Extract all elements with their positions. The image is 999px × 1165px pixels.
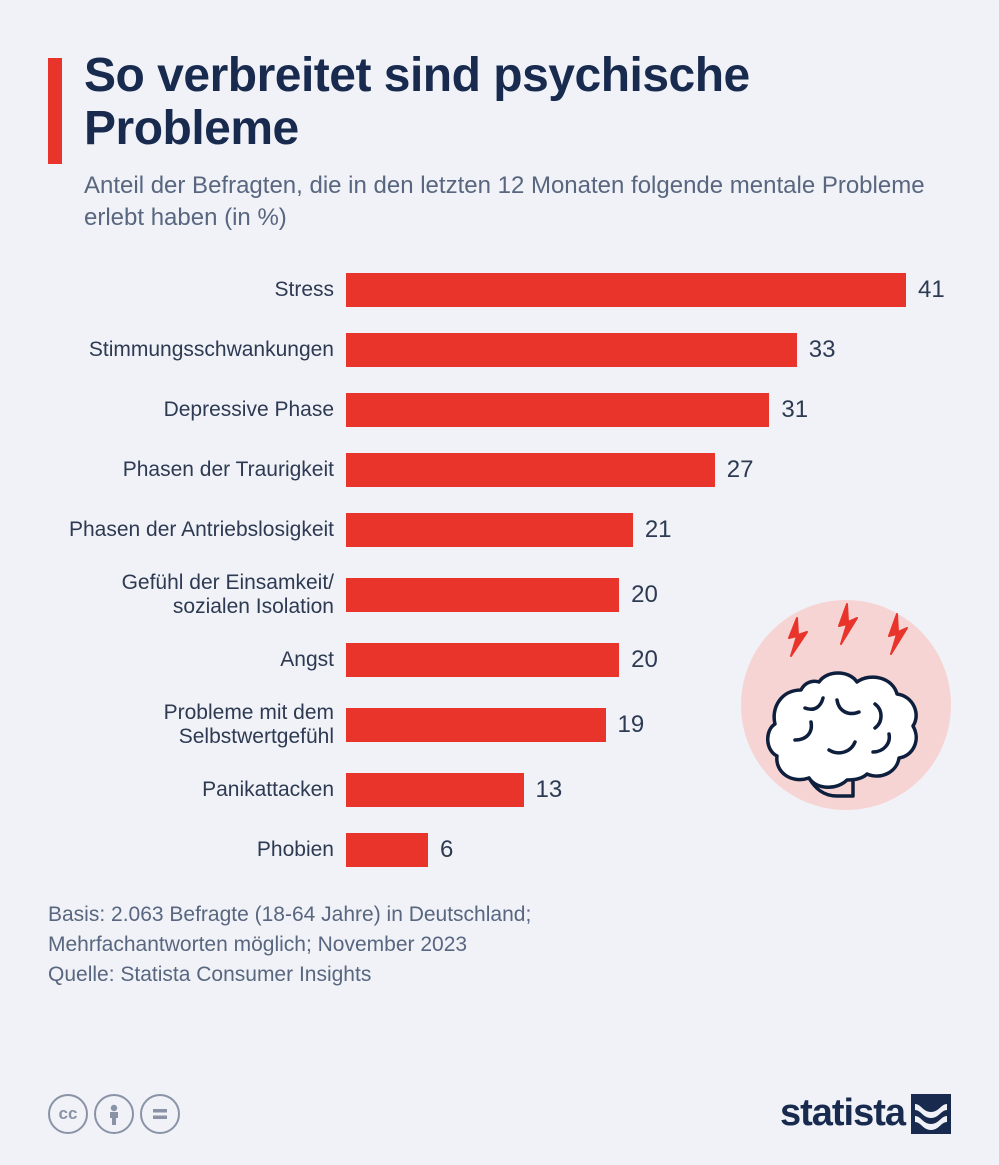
bar-row: Phasen der Antriebslosigkeit 21 <box>48 510 951 550</box>
bar <box>346 273 906 307</box>
bar <box>346 393 769 427</box>
bar-value: 6 <box>440 836 453 864</box>
bar-value: 33 <box>809 336 836 364</box>
license-icons: cc <box>48 1094 180 1134</box>
by-icon <box>94 1094 134 1134</box>
nd-icon <box>140 1094 180 1134</box>
bar-value: 20 <box>631 646 658 674</box>
bar-label: Angst <box>48 648 346 672</box>
bar <box>346 513 633 547</box>
bar <box>346 708 606 742</box>
bar <box>346 773 524 807</box>
bar-value: 27 <box>727 456 754 484</box>
bar <box>346 833 428 867</box>
logo-mark-icon <box>911 1094 951 1134</box>
bar-label: Depressive Phase <box>48 398 346 422</box>
titles: So verbreitet sind psychische Probleme A… <box>84 50 951 234</box>
header: So verbreitet sind psychische Probleme A… <box>48 50 951 234</box>
brain-icon <box>741 600 951 810</box>
bar-row: Depressive Phase 31 <box>48 390 951 430</box>
bar-area: 6 <box>346 830 951 870</box>
cc-icon: cc <box>48 1094 88 1134</box>
bar-row: Stress 41 <box>48 270 951 310</box>
chart-subtitle: Anteil der Befragten, die in den letzten… <box>84 170 951 235</box>
bar-row: Phobien 6 <box>48 830 951 870</box>
statista-logo: statista <box>780 1092 951 1135</box>
bar-area: 31 <box>346 390 951 430</box>
bar-label: Panikattacken <box>48 778 346 802</box>
bar-chart: Stress 41 Stimmungsschwankungen 33 Depressiv… <box>48 270 951 870</box>
logo-text: statista <box>780 1092 905 1135</box>
bar-label: Probleme mit dem Selbstwertgefühl <box>48 701 346 749</box>
brain-illustration <box>741 600 951 810</box>
bar-value: 20 <box>631 581 658 609</box>
footer: cc statista <box>48 1092 951 1135</box>
bar-row: Stimmungsschwankungen 33 <box>48 330 951 370</box>
bar-label: Stress <box>48 278 346 302</box>
bar-value: 31 <box>781 396 808 424</box>
bar-value: 21 <box>645 516 672 544</box>
footnote: Basis: 2.063 Befragte (18-64 Jahre) in D… <box>48 900 951 959</box>
bar <box>346 333 797 367</box>
bar-label: Phasen der Traurigkeit <box>48 458 346 482</box>
accent-bar <box>48 58 62 164</box>
bar-label: Phobien <box>48 838 346 862</box>
bar-label: Gefühl der Einsamkeit/ sozialen Isolatio… <box>48 571 346 619</box>
bar <box>346 578 619 612</box>
bar-area: 21 <box>346 510 951 550</box>
source: Quelle: Statista Consumer Insights <box>48 963 951 987</box>
bar-area: 41 <box>346 270 951 310</box>
bar-area: 33 <box>346 330 951 370</box>
bar <box>346 643 619 677</box>
chart-title: So verbreitet sind psychische Probleme <box>84 50 951 156</box>
bar-label: Phasen der Antriebslosigkeit <box>48 518 346 542</box>
bar-label: Stimmungsschwankungen <box>48 338 346 362</box>
bar-row: Phasen der Traurigkeit 27 <box>48 450 951 490</box>
bar-area: 27 <box>346 450 951 490</box>
bar-value: 41 <box>918 276 945 304</box>
bar-value: 19 <box>618 711 645 739</box>
bar <box>346 453 715 487</box>
bar-value: 13 <box>536 776 563 804</box>
